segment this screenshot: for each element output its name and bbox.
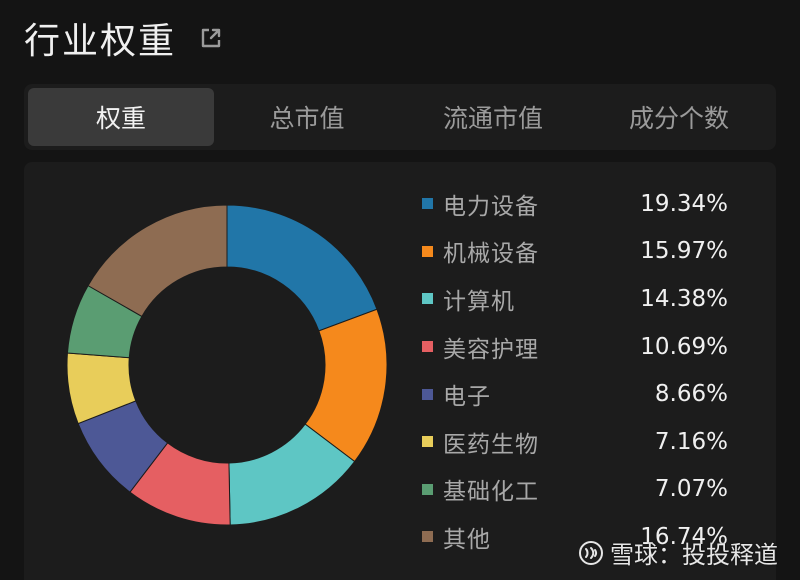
legend-swatch xyxy=(422,198,433,210)
legend-swatch xyxy=(422,483,433,495)
tab-total-market-cap[interactable]: 总市值 xyxy=(269,104,345,133)
legend-item[interactable]: 电力设备 19.34% xyxy=(422,180,742,228)
page-title: 行业权重 xyxy=(24,21,177,62)
legend-value: 19.34% xyxy=(640,190,728,217)
donut-slice-8[interactable] xyxy=(87,204,228,318)
legend-item[interactable]: 其他 16.74% xyxy=(422,513,742,561)
legend-value: 15.97% xyxy=(640,238,728,265)
snowball-logo-icon xyxy=(578,540,604,566)
tab-float-market-cap[interactable]: 流通市值 xyxy=(442,104,543,133)
header: 行业权重 xyxy=(24,10,224,66)
chart-panel: 电力设备 19.34% 机械设备 15.97% 计算机 14.38% 美容护理 … xyxy=(24,162,776,580)
legend-item[interactable]: 机械设备 15.97% xyxy=(422,228,742,276)
legend-value: 7.07% xyxy=(654,476,728,503)
legend-item[interactable]: 基础化工 7.07% xyxy=(422,466,742,514)
donut-chart xyxy=(66,204,388,526)
donut-slice-1[interactable] xyxy=(226,204,378,332)
legend-value: 7.16% xyxy=(654,428,728,455)
legend-value: 8.66% xyxy=(654,381,728,408)
legend-item[interactable]: 美容护理 10.69% xyxy=(422,323,742,371)
legend-value: 16.74% xyxy=(640,523,728,550)
legend-swatch xyxy=(422,388,433,400)
tab-constituent-count[interactable]: 成分个数 xyxy=(628,104,729,133)
legend-value: 14.38% xyxy=(640,285,728,312)
legend-item[interactable]: 电子 8.66% xyxy=(422,370,742,418)
legend-swatch xyxy=(422,341,433,353)
legend-label: 机械设备 xyxy=(443,241,539,268)
legend-label: 医药生物 xyxy=(443,431,539,458)
legend-value: 10.69% xyxy=(640,333,728,360)
share-icon[interactable] xyxy=(198,25,224,51)
legend-label: 美容护理 xyxy=(443,336,539,363)
tab-bar: 权重 总市值 流通市值 成分个数 xyxy=(24,84,776,150)
watermark-text: 雪球：投投释道 xyxy=(610,541,778,569)
watermark: 雪球：投投释道 xyxy=(578,535,778,570)
legend-item[interactable]: 计算机 14.38% xyxy=(422,275,742,323)
legend-swatch xyxy=(422,436,433,448)
legend-swatch xyxy=(422,245,433,257)
legend: 电力设备 19.34% 机械设备 15.97% 计算机 14.38% 美容护理 … xyxy=(422,180,742,561)
legend-label: 电子 xyxy=(443,384,491,411)
legend-label: 计算机 xyxy=(443,288,515,315)
legend-swatch xyxy=(422,293,433,305)
legend-label: 其他 xyxy=(443,526,491,553)
legend-label: 基础化工 xyxy=(443,479,539,506)
legend-label: 电力设备 xyxy=(443,193,539,220)
legend-swatch xyxy=(422,531,433,543)
legend-item[interactable]: 医药生物 7.16% xyxy=(422,418,742,466)
tab-weight[interactable]: 权重 xyxy=(28,88,214,146)
